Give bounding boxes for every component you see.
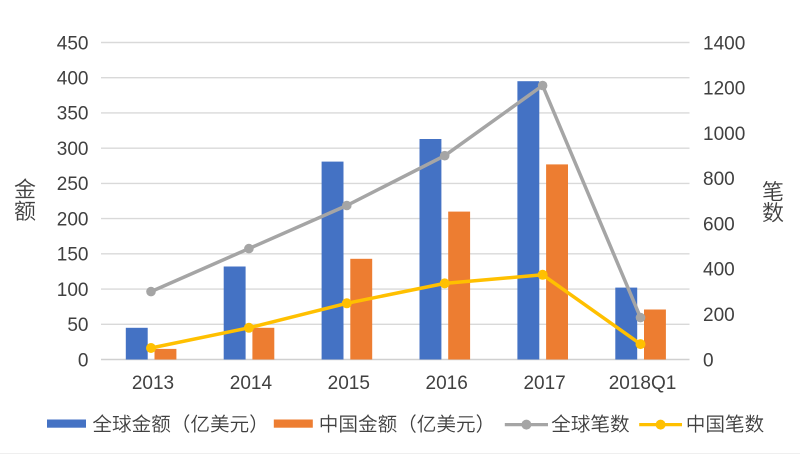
svg-text:350: 350 — [57, 104, 89, 125]
svg-text:2016: 2016 — [426, 373, 468, 394]
svg-text:0: 0 — [703, 350, 714, 371]
svg-text:800: 800 — [703, 169, 735, 190]
svg-text:450: 450 — [57, 33, 89, 54]
svg-text:2014: 2014 — [230, 373, 273, 394]
svg-text:1000: 1000 — [703, 124, 745, 145]
svg-text:400: 400 — [703, 260, 735, 281]
svg-text:250: 250 — [57, 174, 89, 195]
svg-text:1200: 1200 — [703, 79, 745, 100]
svg-text:400: 400 — [57, 69, 89, 90]
svg-text:300: 300 — [57, 139, 89, 160]
svg-text:150: 150 — [57, 245, 89, 266]
svg-text:1400: 1400 — [703, 33, 745, 54]
svg-text:2017: 2017 — [523, 373, 565, 394]
svg-text:200: 200 — [703, 305, 735, 326]
svg-text:2015: 2015 — [328, 373, 370, 394]
svg-text:200: 200 — [57, 209, 89, 230]
svg-text:600: 600 — [703, 214, 735, 235]
svg-text:2018Q1: 2018Q1 — [609, 373, 677, 394]
svg-text:100: 100 — [57, 280, 89, 301]
svg-text:2013: 2013 — [132, 373, 174, 394]
svg-text:50: 50 — [67, 315, 88, 336]
svg-text:0: 0 — [78, 350, 89, 371]
